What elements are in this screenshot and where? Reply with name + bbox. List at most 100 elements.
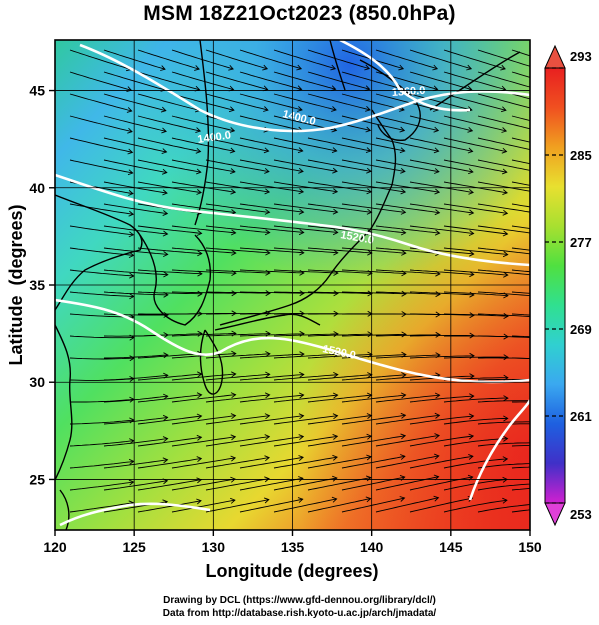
streamline-arrowhead	[572, 400, 576, 405]
streamline	[307, 353, 372, 359]
streamline-arrowhead	[265, 290, 271, 297]
streamline	[477, 504, 530, 513]
streamline	[171, 332, 236, 337]
streamline-arrowhead	[264, 476, 270, 483]
streamline-arrowhead	[401, 331, 407, 338]
streamline-arrowhead	[572, 443, 576, 448]
streamline-arrowhead	[298, 208, 305, 215]
streamline-arrowhead	[468, 188, 474, 195]
streamline-arrowhead	[127, 127, 133, 134]
streamline-arrowhead	[537, 273, 542, 278]
streamline	[103, 480, 168, 491]
streamline	[512, 401, 530, 403]
streamline-arrowhead	[366, 433, 373, 440]
streamline-arrowhead	[537, 252, 542, 257]
streamline	[205, 353, 270, 359]
streamline	[375, 291, 441, 295]
streamline-arrowhead	[568, 66, 573, 71]
streamline-arrowhead	[572, 336, 576, 341]
streamline	[307, 137, 371, 152]
streamline	[69, 440, 134, 447]
streamline-arrowhead	[333, 371, 339, 378]
streamline	[307, 49, 370, 70]
streamline	[137, 93, 200, 111]
streamline	[239, 269, 304, 274]
streamline-arrowhead	[434, 168, 440, 174]
streamline-arrowhead	[502, 435, 509, 442]
streamline	[205, 269, 270, 274]
streamline-arrowhead	[502, 230, 509, 237]
contour-1400	[79, 43, 530, 133]
streamline	[443, 137, 507, 153]
y-axis-label: Latitude (degrees)	[6, 204, 26, 365]
streamline	[171, 225, 236, 234]
colorbar-tick-label: 261	[570, 409, 592, 424]
streamline-arrowhead	[401, 249, 407, 256]
streamline	[307, 415, 372, 425]
streamline	[70, 398, 134, 403]
coast-china-east	[55, 324, 73, 481]
streamline	[511, 49, 530, 57]
streamline	[409, 355, 475, 359]
streamline	[341, 159, 405, 172]
streamline-arrowhead	[536, 190, 541, 195]
streamline-arrowhead	[571, 211, 576, 216]
streamline	[103, 71, 166, 91]
streamline	[511, 445, 530, 447]
streamline	[205, 225, 270, 234]
streamline-arrowhead	[231, 350, 237, 357]
streamline	[69, 71, 132, 91]
streamline	[307, 435, 372, 447]
streamline-arrowhead	[572, 484, 576, 489]
streamline-arrowhead	[333, 331, 339, 337]
streamline	[69, 291, 134, 297]
streamline	[409, 93, 473, 111]
streamline-arrowhead	[162, 230, 169, 237]
streamline	[341, 333, 406, 337]
streamline	[341, 414, 406, 425]
streamline	[443, 269, 508, 276]
streamline	[375, 247, 440, 255]
colorbar-tick-label: 269	[570, 322, 592, 337]
y-axis: 25 30 35 40 45	[29, 83, 55, 487]
y-tick-label: 25	[29, 471, 45, 487]
streamline-arrowhead	[364, 64, 371, 71]
streamline	[171, 49, 234, 70]
y-tick-label: 30	[29, 374, 45, 390]
streamline	[69, 481, 134, 491]
streamline	[171, 436, 236, 447]
streamline	[307, 93, 371, 111]
streamline-arrowhead	[398, 64, 405, 71]
streamline-arrowhead	[433, 126, 440, 133]
streamline-arrowhead	[197, 330, 203, 337]
streamline-arrowhead	[569, 86, 574, 91]
streamline	[477, 159, 530, 171]
streamline	[375, 71, 438, 90]
streamline-arrowhead	[230, 434, 237, 441]
streamline	[205, 247, 270, 254]
streamline-arrowhead	[230, 168, 236, 175]
streamline	[103, 416, 168, 425]
streamline-arrowhead	[231, 371, 237, 378]
streamline-arrowhead	[163, 352, 169, 359]
streamline-arrowhead	[196, 392, 203, 399]
streamline-arrowhead	[536, 169, 541, 174]
streamline-arrowhead	[468, 168, 474, 175]
streamline	[137, 71, 200, 91]
colorbar-bottom-arrow	[544, 502, 566, 527]
streamline	[273, 269, 338, 274]
streamline	[103, 313, 169, 316]
streamline-arrowhead	[299, 330, 305, 337]
streamline-arrowhead	[570, 190, 575, 195]
streamline-arrowhead	[538, 335, 542, 340]
streamline	[69, 357, 135, 360]
streamline-arrowhead	[333, 249, 339, 256]
streamline-arrowhead	[535, 107, 540, 112]
streamline	[273, 477, 337, 491]
streamline	[375, 203, 440, 214]
streamline-arrowhead	[537, 294, 541, 299]
streamline	[239, 71, 302, 90]
streamline	[375, 137, 439, 152]
streamline	[511, 71, 530, 78]
streamline	[409, 415, 474, 425]
